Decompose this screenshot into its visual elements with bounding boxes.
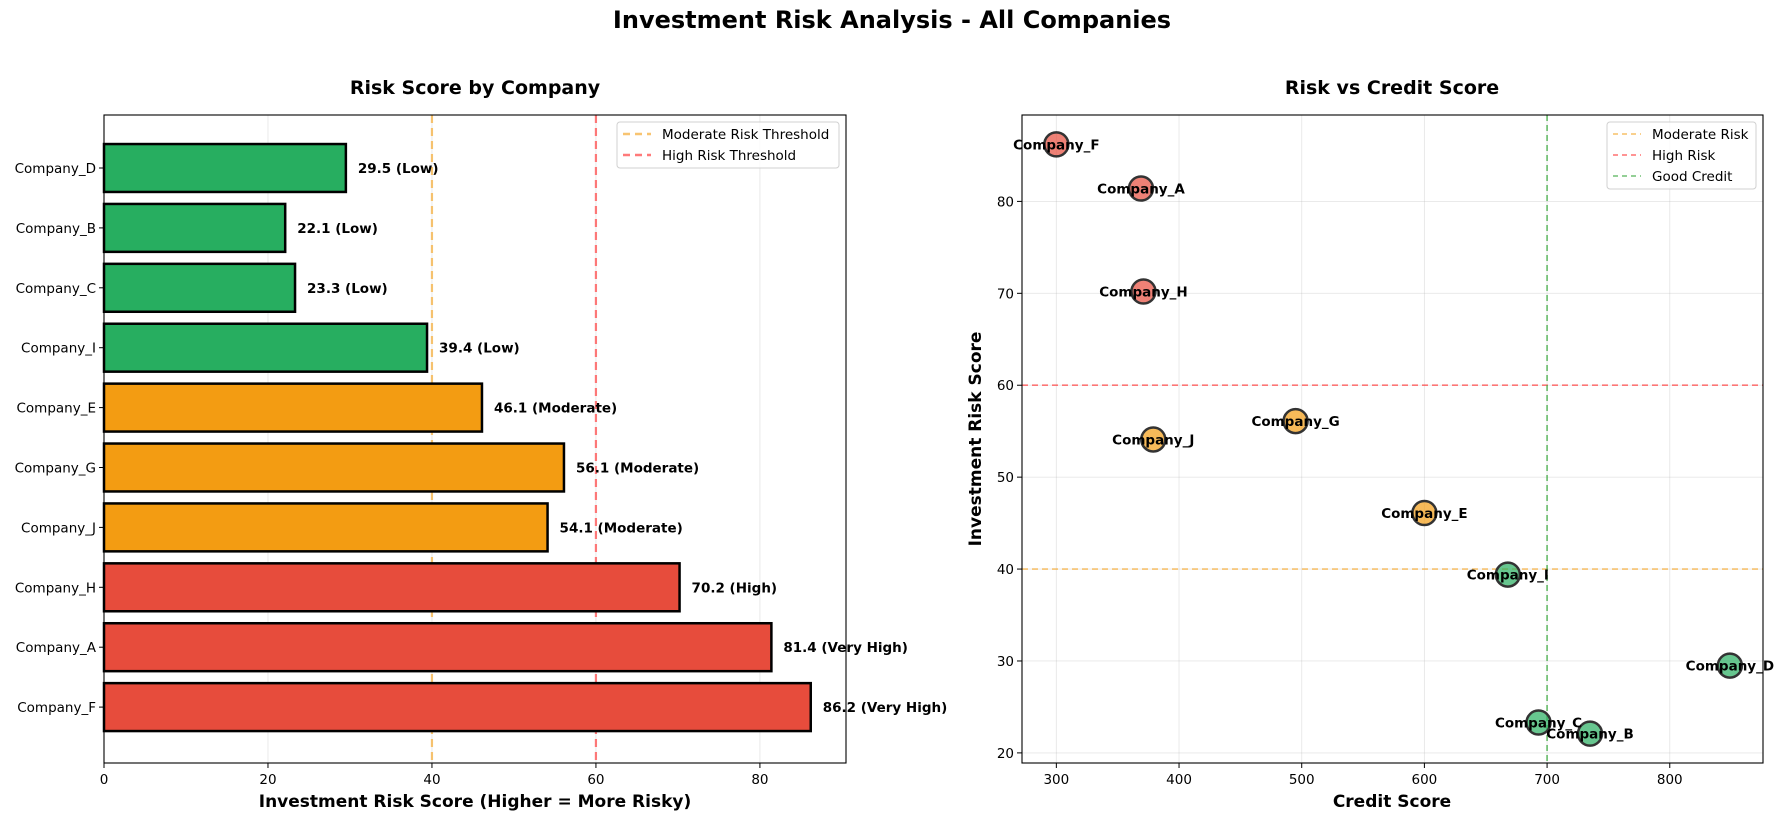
y-tick-label: Company_C xyxy=(16,281,96,297)
bar-data-label: 22.1 (Low) xyxy=(297,221,378,237)
scatter-chart-title: Risk vs Credit Score xyxy=(1285,77,1499,99)
point-company-j xyxy=(1140,426,1167,453)
bar-data-label: 86.2 (Very High) xyxy=(823,700,948,716)
bar-chart-x-ticks: 0 20 40 60 80 xyxy=(100,763,769,788)
bar-chart-legend: Moderate Risk Threshold High Risk Thresh… xyxy=(616,121,840,169)
scatter-chart-x-axis-label: Credit Score xyxy=(1333,792,1451,812)
y-tick-label: Company_B xyxy=(16,221,96,237)
bar-chart-y-ticks: Company_D Company_B Company_C Company_I Comp… xyxy=(15,161,104,716)
bar-data-label: 23.3 (Low) xyxy=(307,281,388,297)
bar-company-j xyxy=(102,502,549,553)
x-tick-label: 800 xyxy=(1657,772,1683,788)
x-tick-label: 300 xyxy=(1043,772,1069,788)
bar-company-a xyxy=(102,621,773,673)
point-label: Company_H xyxy=(1099,284,1187,300)
bar-company-i xyxy=(102,322,429,373)
y-tick-label: 30 xyxy=(997,654,1014,670)
scatter-chart: Risk vs Credit Score Company_FCompany_AC… xyxy=(966,77,1774,812)
x-tick-label: 500 xyxy=(1289,772,1315,788)
bar-chart-bars xyxy=(102,142,812,733)
point-label: Company_A xyxy=(1097,182,1185,198)
point-company-d xyxy=(1716,652,1744,679)
bar-chart-data-labels: 29.5 (Low) 22.1 (Low) 23.3 (Low) 39.4 (Low)… xyxy=(297,161,947,716)
x-tick-label: 700 xyxy=(1534,772,1560,788)
legend-box xyxy=(616,121,840,169)
x-tick-label: 80 xyxy=(751,772,768,788)
point-company-c xyxy=(1525,709,1552,736)
point-company-h xyxy=(1130,278,1157,305)
figure-title: Investment Risk Analysis - All Companies xyxy=(613,6,1171,34)
y-tick-label: Company_I xyxy=(21,341,96,357)
bar-data-label: 29.5 (Low) xyxy=(358,161,439,177)
point-label: Company_J xyxy=(1112,432,1194,448)
legend-good-credit-label: Good Credit xyxy=(1652,169,1732,185)
point-company-a xyxy=(1127,175,1155,202)
point-label: Company_B xyxy=(1546,727,1633,743)
scatter-chart-reference-lines xyxy=(1022,115,1763,763)
scatter-chart-x-ticks: 300 400 500 600 700 800 xyxy=(1043,763,1683,788)
point-label: Company_C xyxy=(1495,716,1582,732)
point-company-i xyxy=(1494,561,1522,588)
legend-box xyxy=(1606,121,1757,190)
bar-company-b xyxy=(102,202,287,254)
point-label: Company_D xyxy=(1686,659,1774,675)
legend-high-label: High Risk Threshold xyxy=(662,148,796,164)
y-tick-label: 40 xyxy=(997,562,1014,578)
y-tick-label: Company_F xyxy=(17,700,96,716)
scatter-chart-point-labels: Company_F Company_A Company_H Company_J Comp… xyxy=(1013,137,1774,742)
bar-company-h xyxy=(102,562,681,613)
point-company-f xyxy=(1043,131,1070,158)
y-tick-label: 70 xyxy=(997,286,1014,302)
scatter-chart-y-axis-label: Investment Risk Score xyxy=(966,332,986,547)
x-tick-label: 0 xyxy=(100,772,109,788)
bar-data-label: 46.1 (Moderate) xyxy=(494,401,617,417)
y-tick-label: Company_D xyxy=(15,161,96,177)
y-tick-label: 50 xyxy=(997,470,1014,486)
point-company-e xyxy=(1411,499,1438,527)
point-label: Company_E xyxy=(1381,506,1467,522)
bar-chart-title: Risk Score by Company xyxy=(350,77,601,99)
bar-company-d xyxy=(102,142,348,194)
legend-moderate-risk-label: Moderate Risk xyxy=(1652,127,1749,143)
x-tick-label: 40 xyxy=(423,772,440,788)
bar-company-c xyxy=(102,262,297,314)
bar-company-e xyxy=(102,382,484,433)
point-company-g xyxy=(1282,407,1309,435)
scatter-chart-frame xyxy=(1021,114,1764,764)
point-company-b xyxy=(1576,720,1604,747)
y-tick-label: Company_J xyxy=(21,520,96,536)
y-tick-label: 20 xyxy=(997,746,1014,762)
scatter-chart-y-ticks: 20 30 40 50 60 70 80 xyxy=(997,194,1022,762)
y-tick-label: Company_H xyxy=(15,580,96,596)
bar-data-label: 70.2 (High) xyxy=(692,580,778,596)
y-tick-label: Company_E xyxy=(16,401,96,417)
point-label: Company_G xyxy=(1251,414,1339,430)
bar-data-label: 56.1 (Moderate) xyxy=(576,461,699,477)
scatter-chart-points xyxy=(1043,131,1744,747)
x-tick-label: 20 xyxy=(259,772,276,788)
y-tick-label: Company_A xyxy=(16,640,97,656)
x-tick-label: 400 xyxy=(1166,772,1192,788)
bar-chart-frame xyxy=(103,114,847,764)
bar-company-g xyxy=(102,442,566,493)
scatter-chart-legend: Moderate Risk High Risk Good Credit xyxy=(1606,121,1757,190)
bar-chart: Risk Score by Company 29.5 (Low) 22.1 (Lo… xyxy=(15,77,948,812)
legend-high-risk-label: High Risk xyxy=(1652,148,1715,164)
y-tick-label: 60 xyxy=(997,378,1014,394)
y-tick-label: Company_G xyxy=(15,461,96,477)
x-tick-label: 60 xyxy=(587,772,604,788)
point-label: Company_I xyxy=(1467,568,1549,584)
bar-company-f xyxy=(102,681,812,733)
point-label: Company_F xyxy=(1013,137,1099,153)
bar-data-label: 54.1 (Moderate) xyxy=(560,520,683,536)
legend-moderate-label: Moderate Risk Threshold xyxy=(662,127,829,143)
y-tick-label: 80 xyxy=(997,194,1014,210)
bar-data-label: 39.4 (Low) xyxy=(439,341,520,357)
bar-chart-x-axis-label: Investment Risk Score (Higher = More Ris… xyxy=(259,792,691,812)
x-tick-label: 600 xyxy=(1412,772,1438,788)
